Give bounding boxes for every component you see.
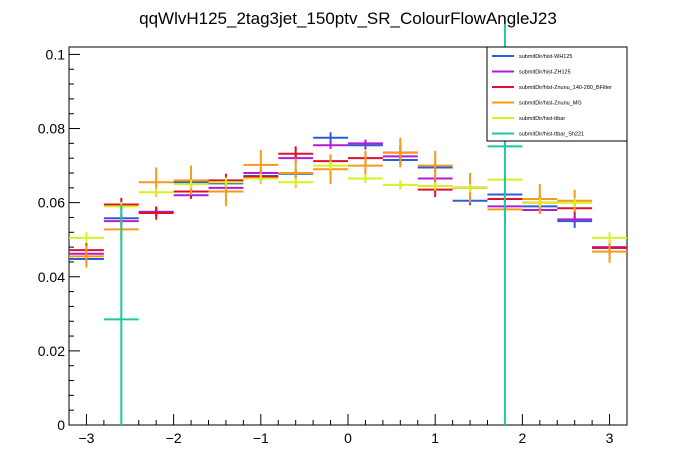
legend-label: submitDir/hist-ttbar [519,116,565,122]
y-tick-label: 0.06 [38,195,65,211]
legend-box [486,46,628,142]
y-tick-label: 0 [57,417,65,433]
x-tick-label: 3 [606,430,614,446]
series-submitdir-hist-znunu-140-280-bfilter [69,145,627,258]
y-tick-label: 0.08 [38,121,65,137]
legend-label: submitDir/hist-ttbar_Sh221 [519,132,584,138]
y-tick-label: 0.1 [46,46,66,62]
x-tick-label: −3 [78,430,94,446]
chart-title: qqWlvH125_2tag3jet_150ptv_SR_ColourFlowA… [139,9,557,28]
series-submitdir-hist-ttbar-sh221 [103,24,523,425]
legend-label: submitDir/hist-Znunu_140-280_BFilter [519,85,612,91]
y-tick-label: 0.04 [38,269,65,285]
axes: −3 −2 −1 0 1 2 3 0 0.02 0.04 0.06 0.08 0.1 [38,46,628,446]
legend-label: submitDir/hist-ZH125 [519,70,571,76]
x-tick-label: 0 [344,430,352,446]
x-tick-label: 2 [518,430,526,446]
series-submitdir-hist-ttbar [69,161,627,244]
legend-label: submitDir/hist-WH125 [519,54,572,60]
y-tick-label: 0.02 [38,343,65,359]
legend: submitDir/hist-WH125 submitDir/hist-ZH125… [486,46,628,142]
legend-label: submitDir/hist-Znunu_MG [519,101,582,107]
x-tick-label: −2 [166,430,182,446]
x-tick-label: 1 [431,430,439,446]
series-layer [69,24,627,425]
x-tick-label: −1 [253,430,269,446]
